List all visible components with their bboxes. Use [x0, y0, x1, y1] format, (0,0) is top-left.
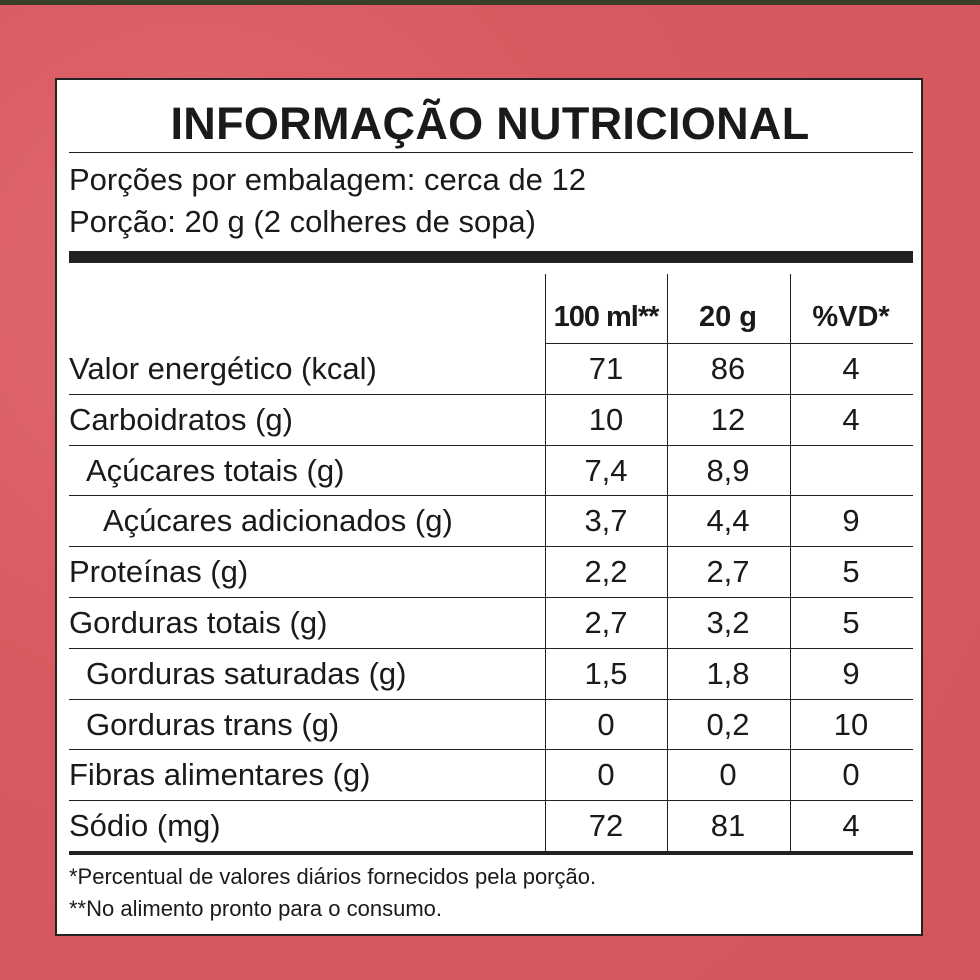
cell-value: 7,4 — [584, 452, 628, 488]
row-label: Fibras alimentares (g) — [69, 757, 371, 793]
row-label: Açúcares adicionados (g) — [103, 503, 453, 539]
cell-value: 10 — [833, 706, 869, 742]
bottom-bar — [69, 851, 913, 855]
cell-value: 81 — [710, 808, 746, 844]
cell-value: 4 — [842, 401, 860, 437]
cell-value: 0 — [842, 757, 860, 793]
row-divider — [69, 749, 913, 751]
serving-size: Porção: 20 g (2 colheres de sopa) — [69, 204, 536, 239]
servings: Porções por embalagem: cerca de 12 — [69, 162, 586, 197]
cell-value: 4 — [842, 351, 860, 386]
thick-bar — [69, 251, 913, 263]
cell-value: 2,7 — [584, 605, 628, 640]
cell-value: 1,5 — [584, 655, 628, 691]
row-divider — [69, 444, 913, 446]
column-header: %VD* — [812, 301, 890, 333]
cell-value: 0 — [597, 757, 615, 793]
cell-value: 0,2 — [706, 706, 750, 742]
cell-value: 86 — [710, 351, 746, 386]
row-divider — [69, 393, 913, 395]
cell-value: 1,8 — [706, 655, 750, 691]
row-label: Açúcares totais (g) — [86, 452, 345, 488]
row-label: Carboidratos (g) — [69, 401, 293, 437]
row-divider — [69, 597, 913, 598]
column-divider — [790, 274, 791, 851]
divider — [69, 152, 913, 153]
cell-value: 12 — [710, 401, 746, 437]
footnote: *Percentual de valores diários fornecido… — [69, 864, 597, 889]
row-divider — [69, 698, 913, 700]
nutrition-panel: INFORMAÇÃO NUTRICIONAL Porções por embal… — [55, 78, 923, 936]
row-divider — [545, 343, 913, 344]
row-label: Sódio (mg) — [69, 808, 221, 844]
cell-value: 4,4 — [706, 503, 750, 539]
row-label: Valor energético (kcal) — [69, 351, 377, 386]
top-strip — [0, 0, 980, 5]
cell-value: 5 — [842, 554, 860, 590]
row-label: Proteínas (g) — [69, 554, 249, 590]
cell-value: 72 — [588, 808, 624, 844]
cell-value: 10 — [588, 401, 624, 437]
row-label: Gorduras trans (g) — [86, 706, 340, 742]
cell-value: 0 — [597, 706, 615, 742]
cell-value: 5 — [842, 605, 860, 640]
cell-value: 3,2 — [706, 605, 750, 640]
column-divider — [545, 274, 546, 851]
row-label: Gorduras totais (g) — [69, 605, 328, 640]
row-divider — [69, 800, 913, 802]
row-divider — [69, 647, 913, 649]
title: INFORMAÇÃO NUTRICIONAL — [170, 98, 810, 149]
column-header: 100 ml** — [553, 301, 660, 333]
row-divider — [69, 495, 913, 497]
row-label: Gorduras saturadas (g) — [86, 655, 407, 691]
column-header: 20 g — [698, 301, 758, 333]
row-divider — [69, 546, 913, 548]
column-divider — [667, 274, 668, 851]
cell-value: 0 — [719, 757, 737, 793]
cell-value: 2,7 — [706, 554, 750, 590]
cell-value: 3,7 — [584, 503, 628, 539]
cell-value: 2,2 — [584, 554, 628, 590]
footnote: **No alimento pronto para o consumo. — [69, 896, 442, 921]
cell-value: 8,9 — [706, 452, 750, 488]
cell-value: 9 — [842, 503, 860, 539]
cell-value: 4 — [842, 808, 860, 844]
cell-value: 71 — [588, 351, 624, 386]
cell-value: 9 — [842, 655, 860, 691]
